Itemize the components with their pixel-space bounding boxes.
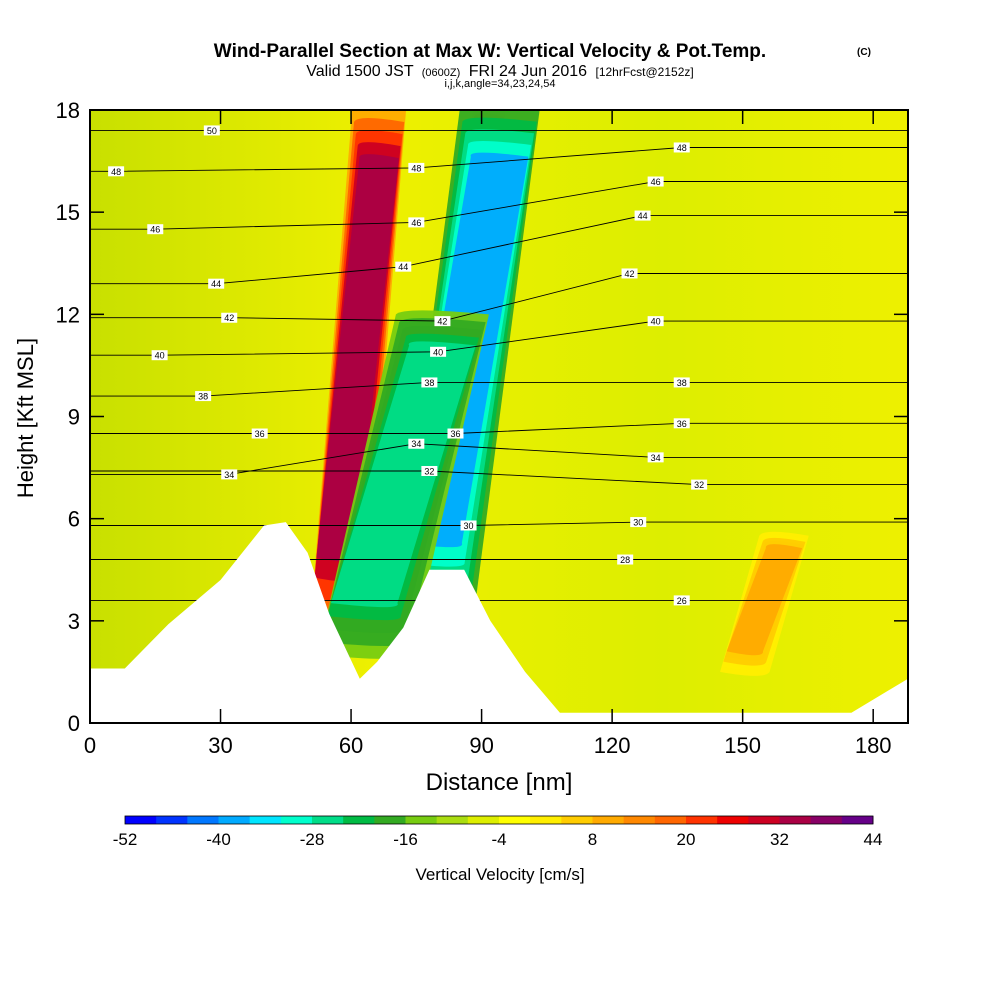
colorbar-swatch bbox=[593, 816, 625, 824]
y-tick-label: 15 bbox=[56, 200, 80, 225]
contour-label: 46 bbox=[411, 218, 421, 228]
contour-label: 40 bbox=[155, 351, 165, 361]
contour-label: 38 bbox=[424, 378, 434, 388]
contour-label: 42 bbox=[625, 269, 635, 279]
colorbar-swatch bbox=[686, 816, 718, 824]
colorbar-tick-label: 32 bbox=[770, 830, 789, 849]
colorbar-tick-label: -40 bbox=[206, 830, 231, 849]
contour-label: 32 bbox=[694, 480, 704, 490]
y-tick-label: 12 bbox=[56, 302, 80, 327]
contour-label: 28 bbox=[620, 555, 630, 565]
x-tick-label: 0 bbox=[84, 733, 96, 758]
colorbar-swatch bbox=[655, 816, 687, 824]
colorbar-swatch bbox=[281, 816, 313, 824]
colorbar-swatch bbox=[468, 816, 500, 824]
colorbar-swatch bbox=[406, 816, 438, 824]
subtitle-fcst: [12hrFcst@2152z] bbox=[595, 65, 693, 79]
x-tick-label: 150 bbox=[724, 733, 761, 758]
contour-label: 34 bbox=[224, 470, 234, 480]
colorbar-swatch bbox=[811, 816, 843, 824]
contour-label: 46 bbox=[651, 177, 661, 187]
colorbar-swatch bbox=[374, 816, 406, 824]
colorbar-swatch bbox=[437, 816, 469, 824]
colorbar-swatch bbox=[748, 816, 780, 824]
colorbar-swatch bbox=[125, 816, 157, 824]
y-tick-label: 9 bbox=[68, 405, 80, 430]
contour-label: 26 bbox=[677, 596, 687, 606]
colorbar-tick-label: -28 bbox=[300, 830, 325, 849]
colorbar-swatch bbox=[250, 816, 282, 824]
contour-label: 42 bbox=[437, 317, 447, 327]
colorbar-label: Vertical Velocity [cm/s] bbox=[415, 865, 584, 884]
chart: Wind-Parallel Section at Max W: Vertical… bbox=[0, 0, 1000, 1000]
contour-label: 36 bbox=[677, 419, 687, 429]
colorbar: -52 -40 -28 -16 -4 8 20 32 44 bbox=[113, 816, 883, 849]
contour-label: 40 bbox=[651, 317, 661, 327]
contour-label: 30 bbox=[464, 521, 474, 531]
colorbar-swatch bbox=[187, 816, 219, 824]
colorbar-swatch bbox=[561, 816, 593, 824]
contour-label: 44 bbox=[398, 262, 408, 272]
colorbar-swatch bbox=[343, 816, 375, 824]
y-tick-label: 6 bbox=[68, 507, 80, 532]
x-tick-label: 30 bbox=[208, 733, 232, 758]
y-tick-label: 0 bbox=[68, 711, 80, 736]
contour-label: 34 bbox=[651, 453, 661, 463]
colorbar-swatch bbox=[312, 816, 344, 824]
contour-label: 50 bbox=[207, 126, 217, 136]
contour-label: 30 bbox=[633, 518, 643, 528]
contour-label: 36 bbox=[450, 429, 460, 439]
contour-label: 32 bbox=[424, 466, 434, 476]
x-tick-label: 90 bbox=[469, 733, 493, 758]
contour-label: 40 bbox=[433, 347, 443, 357]
x-axis-label: Distance [nm] bbox=[426, 769, 573, 796]
colorbar-swatch bbox=[499, 816, 531, 824]
chart-title: Wind-Parallel Section at Max W: Vertical… bbox=[214, 41, 766, 62]
contour-label: 38 bbox=[198, 392, 208, 402]
contour-label: 44 bbox=[211, 279, 221, 289]
colorbar-swatch bbox=[842, 816, 874, 824]
x-tick-label: 180 bbox=[855, 733, 892, 758]
y-tick-label: 3 bbox=[68, 609, 80, 634]
x-tick-label: 60 bbox=[339, 733, 363, 758]
colorbar-tick-label: -4 bbox=[491, 830, 506, 849]
y-axis-label: Height [Kft MSL] bbox=[13, 338, 38, 498]
colorbar-tick-label: 44 bbox=[864, 830, 883, 849]
contour-label: 44 bbox=[638, 211, 648, 221]
contour-label: 48 bbox=[111, 167, 121, 177]
contour-label: 38 bbox=[677, 378, 687, 388]
colorbar-swatch bbox=[780, 816, 812, 824]
contour-label: 48 bbox=[677, 143, 687, 153]
colorbar-swatch bbox=[156, 816, 188, 824]
contour-label: 42 bbox=[224, 313, 234, 323]
subtitle-valid: Valid 1500 JST bbox=[306, 63, 414, 80]
colorbar-tick-label: 8 bbox=[588, 830, 597, 849]
contour-label: 46 bbox=[150, 225, 160, 235]
colorbar-tick-label: -52 bbox=[113, 830, 138, 849]
y-tick-label: 18 bbox=[56, 98, 80, 123]
x-tick-label: 120 bbox=[594, 733, 631, 758]
colorbar-tick-label: 20 bbox=[677, 830, 696, 849]
contour-label: 48 bbox=[411, 163, 421, 173]
chart-title-mark: (C) bbox=[857, 47, 871, 58]
plot-area: 50 48 48 48 46 46 46 44 44 44 42 42 42 40 40 40 38 38 38 36… bbox=[90, 106, 908, 723]
colorbar-swatch bbox=[624, 816, 656, 824]
contour-label: 36 bbox=[255, 429, 265, 439]
chart-subtitle-indices: i,j,k,angle=34,23,24,54 bbox=[444, 78, 555, 90]
colorbar-swatch bbox=[717, 816, 749, 824]
colorbar-swatch bbox=[530, 816, 562, 824]
colorbar-swatch bbox=[219, 816, 251, 824]
colorbar-tick-label: -16 bbox=[393, 830, 418, 849]
contour-label: 34 bbox=[411, 439, 421, 449]
